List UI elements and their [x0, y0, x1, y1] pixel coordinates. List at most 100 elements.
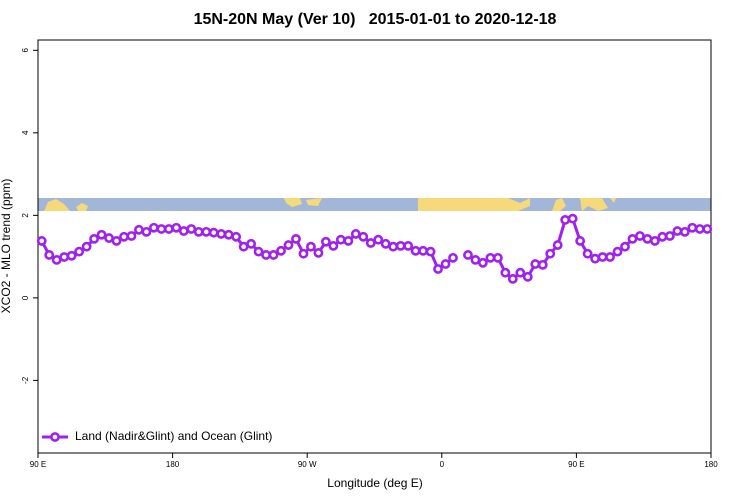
- legend-label: Land (Nadir&Glint) and Ocean (Glint): [75, 429, 272, 443]
- data-point: [365, 238, 376, 248]
- data-point: [171, 222, 182, 233]
- legend-marker: [50, 432, 60, 442]
- y-tick-label: 2: [21, 213, 30, 218]
- data-point: [650, 236, 660, 246]
- data-point: [253, 246, 264, 257]
- data-point: [66, 250, 77, 261]
- data-point: [283, 240, 294, 250]
- data-point: [373, 234, 384, 245]
- data-point: [582, 248, 593, 259]
- data-point: [358, 231, 369, 242]
- data-point: [679, 226, 690, 237]
- data-point: [51, 255, 62, 265]
- y-tick-label: 0: [21, 295, 30, 300]
- data-point: [515, 267, 526, 278]
- data-point: [590, 253, 600, 264]
- data-point: [605, 252, 615, 262]
- data-point: [268, 250, 279, 260]
- data-point: [507, 273, 518, 284]
- data-point: [201, 226, 212, 237]
- map-strip: [38, 198, 711, 211]
- data-point: [223, 229, 234, 240]
- legend: Land (Nadir&Glint) and Ocean (Glint): [42, 429, 272, 443]
- data-point: [328, 240, 339, 251]
- data-point: [350, 229, 361, 239]
- y-tick-label: 6: [21, 48, 30, 53]
- data-point: [635, 231, 645, 241]
- data-point: [178, 226, 189, 236]
- data-point: [141, 226, 152, 237]
- data-point: [89, 233, 99, 244]
- data-point: [627, 233, 638, 244]
- data-point: [238, 241, 249, 252]
- data-point: [612, 246, 623, 257]
- data-point: [478, 257, 488, 268]
- x-axis-title: Longitude (deg E): [327, 476, 422, 490]
- data-point: [522, 271, 533, 282]
- data-point: [126, 231, 137, 241]
- data-point: [291, 233, 301, 244]
- data-point: [388, 241, 399, 252]
- data-point: [111, 236, 122, 246]
- data-point: [545, 248, 556, 259]
- data-point: [313, 247, 324, 258]
- data-point: [74, 246, 85, 257]
- x-tick-label: 90 W: [298, 460, 317, 469]
- data-point: [485, 252, 496, 263]
- data-point: [156, 224, 167, 234]
- data-point: [597, 252, 608, 262]
- data-point: [433, 264, 443, 274]
- chart-title: 15N-20N May (Ver 10) 2015-01-01 to 2020-…: [194, 11, 557, 28]
- data-point: [59, 252, 70, 262]
- x-tick-label: 90 E: [30, 460, 46, 469]
- data-point: [687, 222, 698, 233]
- data-point: [320, 236, 331, 247]
- data-point: [537, 259, 548, 270]
- data-point: [306, 241, 316, 252]
- data-point: [186, 224, 197, 234]
- data-point: [575, 236, 586, 246]
- x-tick-label: 0: [440, 460, 445, 469]
- data-point: [425, 246, 436, 257]
- data-point: [395, 240, 406, 251]
- data-point: [403, 240, 414, 251]
- data-point: [664, 231, 675, 241]
- data-point: [134, 224, 144, 235]
- data-point: [276, 245, 286, 256]
- data-point: [440, 259, 451, 269]
- data-point: [448, 252, 458, 263]
- y-axis-title: XCO2 - MLO trend (ppm): [0, 179, 13, 314]
- data-point: [694, 224, 705, 234]
- data-point: [335, 234, 346, 245]
- x-tick-label: 180: [704, 460, 718, 469]
- data-point: [96, 229, 107, 240]
- data-point: [81, 241, 92, 252]
- data-point: [44, 250, 55, 260]
- y-tick-label: -2: [21, 376, 30, 384]
- y-tick-label: 4: [21, 130, 30, 135]
- data-point: [620, 241, 630, 252]
- data-point: [657, 231, 668, 242]
- data-point: [36, 236, 47, 246]
- data-point: [119, 231, 129, 242]
- data-point: [343, 236, 354, 246]
- data-point: [380, 238, 391, 249]
- data-point: [246, 238, 257, 249]
- data-point: [702, 224, 713, 234]
- data-point: [470, 255, 481, 265]
- x-tick-label: 90 E: [568, 460, 584, 469]
- data-point: [492, 252, 503, 263]
- data-point: [500, 267, 511, 278]
- data-point: [530, 259, 541, 269]
- data-point: [552, 240, 563, 250]
- data-point: [567, 213, 578, 224]
- data-point: [410, 245, 421, 256]
- data-point: [463, 250, 473, 260]
- data-point: [560, 214, 571, 225]
- data-point: [193, 226, 204, 237]
- data-point: [261, 250, 271, 260]
- data-point: [216, 229, 227, 239]
- data-point: [672, 226, 683, 236]
- x-tick-label: 180: [166, 460, 180, 469]
